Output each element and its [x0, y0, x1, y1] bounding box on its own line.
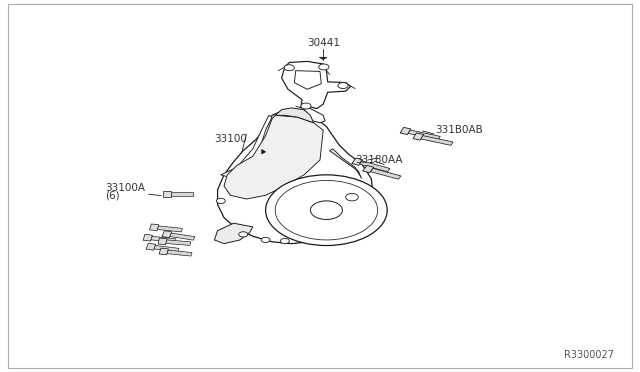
Circle shape [216, 198, 225, 203]
Polygon shape [304, 107, 325, 123]
Polygon shape [413, 133, 424, 140]
Text: (6): (6) [106, 191, 120, 201]
Text: 30441: 30441 [307, 38, 340, 48]
Polygon shape [421, 136, 453, 145]
Polygon shape [150, 224, 159, 231]
Polygon shape [162, 231, 172, 238]
Polygon shape [157, 226, 182, 232]
Circle shape [261, 237, 270, 243]
Polygon shape [170, 233, 195, 240]
Circle shape [280, 238, 289, 244]
Polygon shape [143, 234, 152, 241]
Polygon shape [363, 166, 374, 173]
Polygon shape [262, 150, 266, 154]
Polygon shape [360, 161, 390, 172]
Polygon shape [319, 57, 327, 60]
Polygon shape [400, 127, 411, 135]
Polygon shape [159, 248, 168, 255]
Polygon shape [352, 158, 363, 165]
Polygon shape [275, 108, 314, 123]
Text: R3300027: R3300027 [564, 350, 614, 360]
Polygon shape [151, 236, 176, 242]
Text: 331B0AB: 331B0AB [435, 125, 483, 135]
Circle shape [275, 180, 378, 240]
Circle shape [346, 193, 358, 201]
Polygon shape [214, 223, 253, 244]
Polygon shape [224, 115, 323, 199]
Polygon shape [154, 246, 179, 252]
Circle shape [284, 65, 294, 71]
Polygon shape [158, 238, 167, 245]
Text: 33100: 33100 [214, 134, 247, 144]
Polygon shape [408, 130, 440, 140]
Polygon shape [163, 191, 171, 197]
Polygon shape [171, 192, 193, 196]
Polygon shape [371, 169, 401, 179]
Polygon shape [330, 149, 362, 179]
Circle shape [310, 201, 342, 219]
Polygon shape [166, 240, 191, 246]
Text: 33100A: 33100A [106, 183, 146, 193]
Circle shape [266, 175, 387, 246]
Circle shape [301, 103, 311, 109]
Text: 33180AA: 33180AA [355, 155, 403, 165]
Polygon shape [282, 61, 351, 109]
Polygon shape [294, 71, 321, 89]
Polygon shape [146, 243, 156, 250]
Circle shape [319, 64, 329, 70]
Circle shape [239, 232, 248, 237]
Polygon shape [221, 115, 272, 177]
Circle shape [338, 83, 348, 89]
Polygon shape [167, 250, 192, 256]
Polygon shape [218, 110, 373, 244]
